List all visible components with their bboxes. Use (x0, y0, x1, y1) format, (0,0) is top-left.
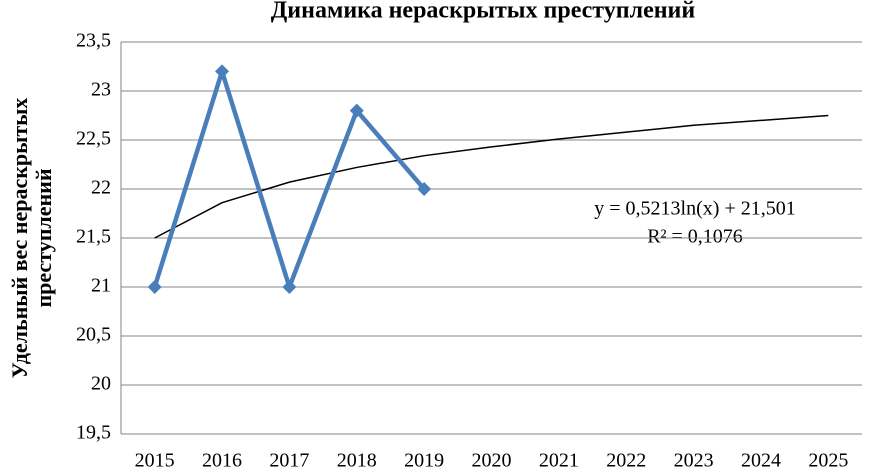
x-tick-label: 2021 (539, 450, 579, 472)
marker (417, 182, 432, 196)
marker (147, 280, 162, 294)
x-tick-label: 2024 (741, 450, 781, 472)
x-tick-label: 2016 (202, 450, 242, 472)
x-tick-label: 2020 (472, 450, 512, 472)
y-tick-label: 20,5 (76, 324, 111, 346)
y-tick-label: 20 (91, 373, 111, 395)
y-axis-label-line: Удельный вес нераскрытых (7, 98, 32, 379)
y-tick-label: 23,5 (76, 30, 111, 52)
trendline (154, 114, 829, 239)
x-tick-label: 2025 (808, 450, 848, 472)
y-axis-label-line: преступлений (31, 168, 56, 307)
x-tick-label: 2018 (337, 450, 377, 472)
trend-equation: y = 0,5213ln(x) + 21,501 (594, 198, 795, 220)
marker (282, 280, 297, 294)
marker (215, 64, 230, 79)
x-tick-label: 2019 (404, 450, 444, 472)
y-tick-label: 23 (91, 79, 111, 101)
x-tick-label: 2022 (606, 450, 646, 472)
y-tick-label: 21 (91, 275, 111, 297)
y-tick-label: 21,5 (76, 226, 111, 248)
y-tick-label: 22,5 (76, 128, 111, 150)
y-tick-label: 22 (91, 177, 111, 199)
x-tick-label: 2017 (269, 450, 309, 472)
chart-title: Динамика нераскрытых преступлений (271, 0, 696, 24)
trend-r2: R² = 0,1076 (647, 226, 743, 248)
series-line (152, 69, 426, 290)
marker (349, 103, 364, 118)
y-axis-label: Удельный вес нераскрытых преступлений (7, 98, 56, 379)
x-tick-label: 2015 (135, 450, 175, 472)
x-tick-label: 2023 (674, 450, 714, 472)
y-tick-label: 19,5 (76, 422, 111, 444)
